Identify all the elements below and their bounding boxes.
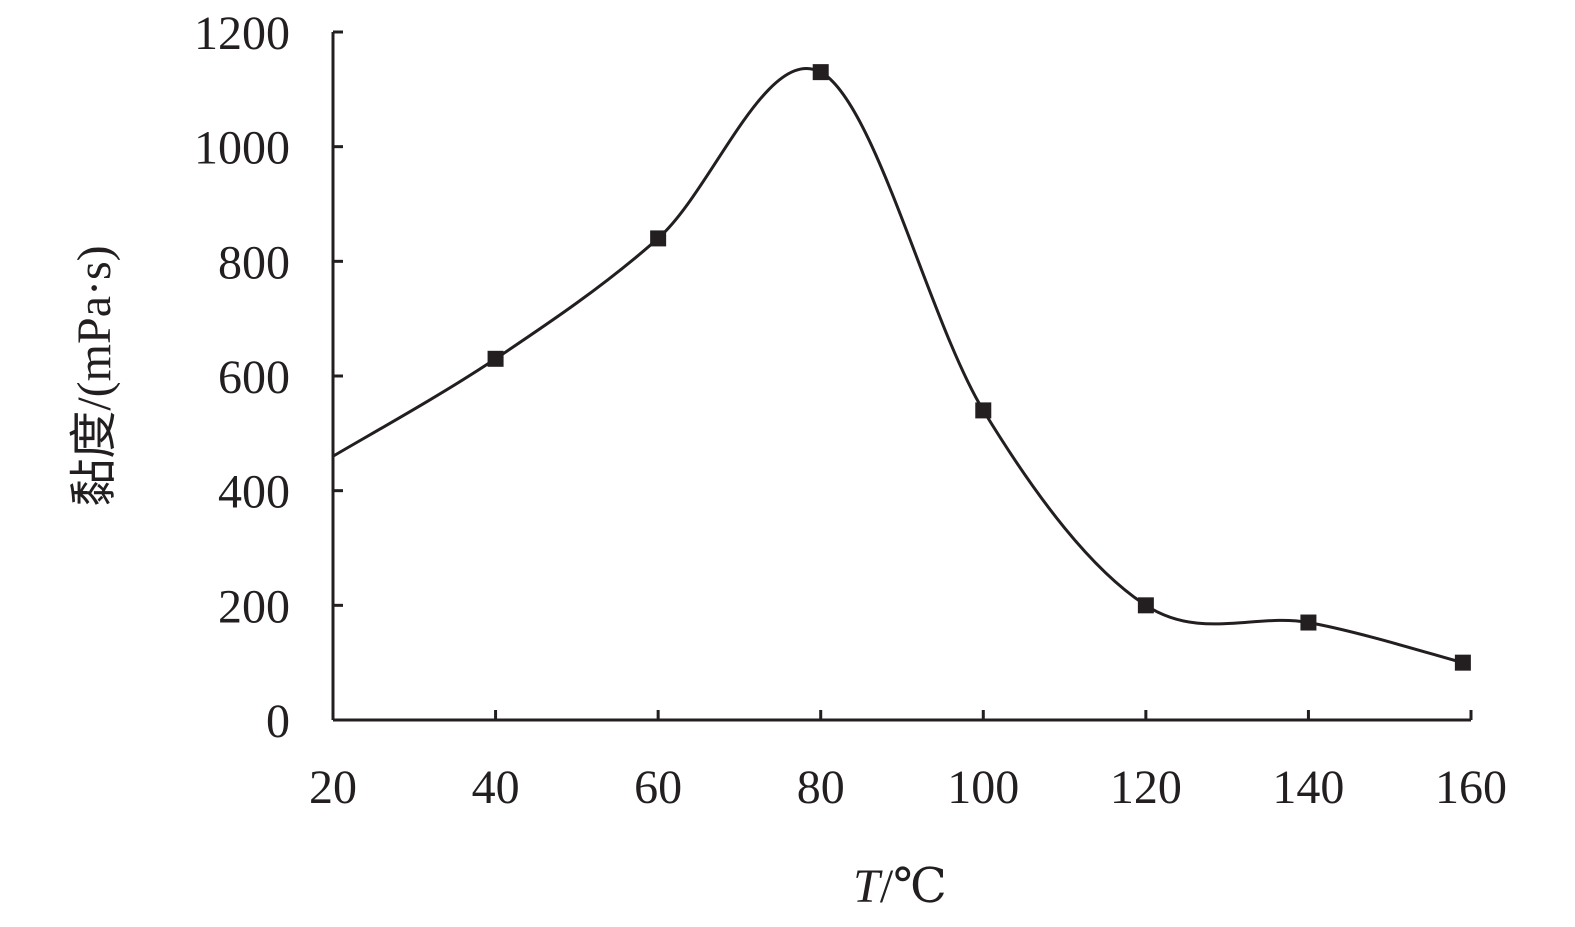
data-point-marker <box>650 230 667 247</box>
y-tick-label: 0 <box>266 695 290 748</box>
x-ticks: 20 40 60 80 100 120 140 160 <box>309 710 1507 814</box>
data-point-marker <box>1454 654 1471 671</box>
x-tick-label: 160 <box>1435 761 1507 814</box>
y-tick-label: 1200 <box>194 7 290 60</box>
data-point-marker <box>1137 597 1154 614</box>
x-axis-title-unit: /℃ <box>880 860 947 913</box>
x-tick-label: 40 <box>472 761 520 814</box>
x-tick-label: 140 <box>1272 761 1344 814</box>
x-tick-label: 80 <box>797 761 845 814</box>
y-tick-label: 600 <box>218 351 290 404</box>
plot-area: 0 200 400 600 800 1000 1200 20 40 60 80 100 120 140 1… <box>194 7 1507 814</box>
x-tick-label: 60 <box>634 761 682 814</box>
y-tick-label: 800 <box>218 236 290 289</box>
data-point-marker <box>812 64 829 81</box>
x-tick-label: 20 <box>309 761 357 814</box>
y-axis-title: 黏度/(mPa·s) <box>68 245 121 506</box>
series-line <box>332 67 1464 665</box>
y-tick-label: 1000 <box>194 122 290 175</box>
data-markers <box>487 64 1471 671</box>
y-tick-label: 200 <box>218 580 290 633</box>
data-point-marker <box>487 350 504 367</box>
y-tick-label: 400 <box>218 466 290 519</box>
data-point-marker <box>1300 614 1317 631</box>
x-tick-label: 100 <box>947 761 1019 814</box>
y-ticks: 0 200 400 600 800 1000 1200 <box>194 7 343 748</box>
x-axis-title: T/℃ <box>853 860 947 913</box>
x-axis-title-var: T <box>853 860 883 913</box>
x-tick-label: 120 <box>1110 761 1182 814</box>
data-point-marker <box>975 402 992 419</box>
